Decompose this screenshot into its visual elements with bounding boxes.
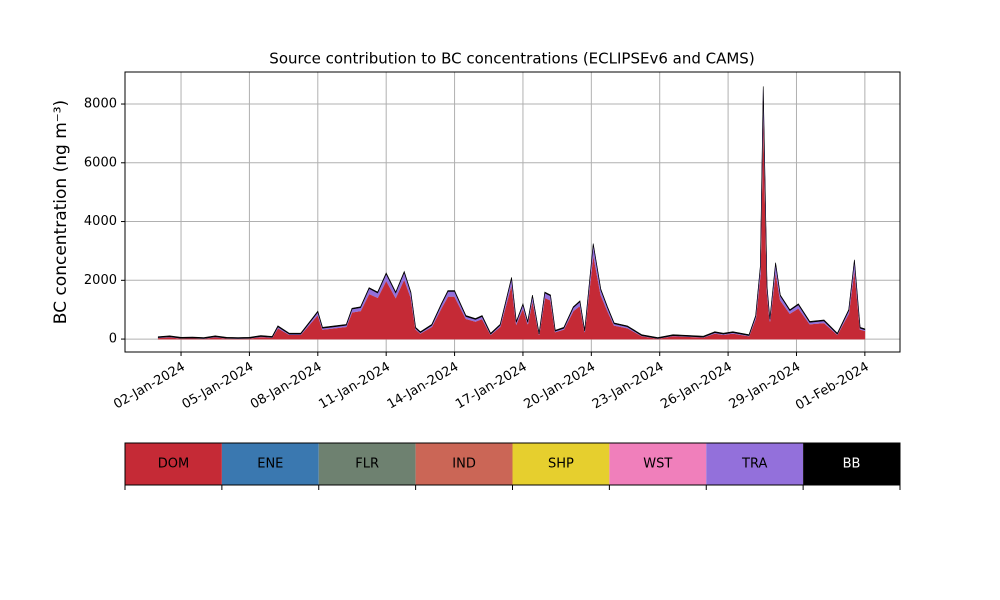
plot-frame xyxy=(124,71,901,353)
legend-swatch xyxy=(803,443,900,485)
legend-label: SHP xyxy=(548,457,574,472)
y-tick-label: 6000 xyxy=(84,155,117,170)
legend-swatch xyxy=(706,443,804,485)
legend-swatch xyxy=(318,443,416,485)
legend-label: WST xyxy=(643,457,672,472)
areas xyxy=(157,86,866,340)
legend-swatch xyxy=(125,443,222,485)
y-axis-label: BC concentration (ng m⁻³) xyxy=(51,100,71,324)
legend-label: BB xyxy=(843,457,861,472)
colorbar: DOM ENE FLR IND SHP WST TRA BB xyxy=(124,442,901,490)
legend-label: IND xyxy=(452,457,476,472)
legend-label: DOM xyxy=(158,457,189,472)
chart-title: Source contribution to BC concentrations… xyxy=(269,50,754,68)
y-tick-label: 0 xyxy=(109,332,117,347)
legend-swatch xyxy=(221,443,319,485)
legend-label: TRA xyxy=(741,457,767,472)
y-tick-label: 4000 xyxy=(84,214,117,229)
y-tick-label: 8000 xyxy=(84,97,117,112)
legend-label: FLR xyxy=(355,457,379,472)
legend-label: ENE xyxy=(257,457,283,472)
legend-swatch xyxy=(609,443,707,485)
y-tick-label: 2000 xyxy=(84,273,117,288)
legend-swatch xyxy=(512,443,610,485)
legend-swatch xyxy=(415,443,513,485)
area xyxy=(157,86,866,339)
